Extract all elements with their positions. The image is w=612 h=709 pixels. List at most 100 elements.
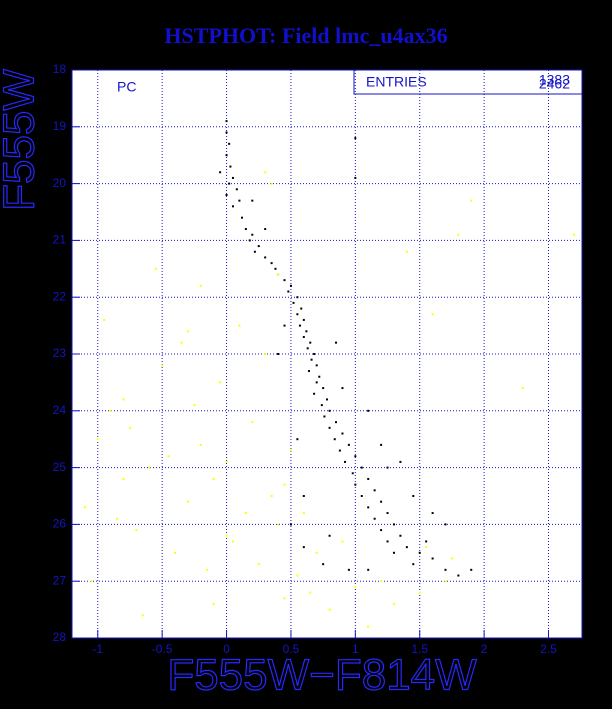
point xyxy=(300,307,303,310)
point xyxy=(338,449,341,452)
point xyxy=(231,205,234,208)
point xyxy=(199,284,202,287)
point xyxy=(302,495,305,497)
point xyxy=(315,551,318,554)
point xyxy=(274,267,277,270)
point xyxy=(251,233,254,236)
point xyxy=(180,341,183,344)
point xyxy=(335,341,338,344)
y-tick-label: 27 xyxy=(53,573,67,587)
point xyxy=(287,290,290,293)
point xyxy=(333,438,336,441)
point xyxy=(283,279,286,282)
point xyxy=(323,415,326,418)
point xyxy=(283,597,286,600)
x-tick-label: -1 xyxy=(92,642,103,656)
point xyxy=(253,250,256,253)
point xyxy=(251,199,254,202)
point xyxy=(264,353,267,355)
point xyxy=(341,432,344,435)
x-tick-label: 2.5 xyxy=(540,642,557,656)
point xyxy=(212,477,215,480)
point xyxy=(296,296,299,299)
chart-title: HSTPHOT: Field lmc_u4ax36 xyxy=(164,23,447,48)
point xyxy=(573,233,576,236)
point xyxy=(289,449,292,452)
point xyxy=(296,438,299,441)
stats-label: ENTRIES xyxy=(366,74,427,90)
point xyxy=(354,585,357,588)
point xyxy=(444,523,447,526)
point xyxy=(277,273,280,276)
point xyxy=(90,580,93,583)
point xyxy=(225,154,228,157)
point xyxy=(326,398,328,401)
point xyxy=(154,267,157,270)
point xyxy=(386,540,389,543)
point xyxy=(380,500,383,503)
y-tick-label: 23 xyxy=(53,346,67,360)
point xyxy=(96,438,99,441)
point xyxy=(399,534,402,537)
point xyxy=(367,477,370,480)
point xyxy=(298,324,301,327)
point xyxy=(392,551,395,554)
point xyxy=(148,466,151,469)
point xyxy=(320,404,323,407)
point xyxy=(444,568,447,571)
point xyxy=(425,546,428,549)
point xyxy=(248,239,251,242)
point xyxy=(186,500,189,503)
point xyxy=(270,262,273,265)
x-axis-label: F555W−F814W xyxy=(167,651,477,700)
point xyxy=(302,335,305,338)
point xyxy=(225,193,228,196)
point xyxy=(283,324,286,327)
point xyxy=(228,182,231,185)
point xyxy=(225,460,228,463)
stats-value: 2462 xyxy=(539,76,570,92)
point xyxy=(128,426,131,429)
point xyxy=(380,580,383,583)
point xyxy=(367,409,370,412)
point xyxy=(270,182,273,185)
point xyxy=(380,443,383,446)
point xyxy=(360,466,363,469)
point xyxy=(186,330,189,333)
y-tick-label: 21 xyxy=(53,233,67,247)
point xyxy=(431,313,434,316)
y-tick-label: 28 xyxy=(53,630,67,644)
point xyxy=(313,353,316,355)
point xyxy=(450,557,453,560)
point xyxy=(328,608,331,611)
y-axis-label: F555W xyxy=(0,69,44,211)
point xyxy=(335,421,338,424)
point xyxy=(367,506,370,509)
point xyxy=(257,563,260,566)
point xyxy=(161,364,164,367)
point xyxy=(289,523,292,526)
point xyxy=(521,387,524,390)
point xyxy=(229,165,232,168)
point xyxy=(328,426,331,429)
point xyxy=(322,563,325,566)
point xyxy=(238,199,241,202)
point xyxy=(264,171,267,174)
point xyxy=(292,301,295,304)
point xyxy=(306,347,309,350)
point xyxy=(354,483,357,486)
point xyxy=(470,568,473,571)
point xyxy=(225,131,228,134)
point xyxy=(302,512,305,515)
point xyxy=(457,233,460,236)
annotation: PC xyxy=(117,79,136,95)
point xyxy=(412,495,415,497)
point xyxy=(109,409,112,412)
point xyxy=(231,540,234,543)
point xyxy=(309,341,312,344)
point xyxy=(193,404,196,407)
point xyxy=(310,358,313,361)
point xyxy=(305,330,308,333)
